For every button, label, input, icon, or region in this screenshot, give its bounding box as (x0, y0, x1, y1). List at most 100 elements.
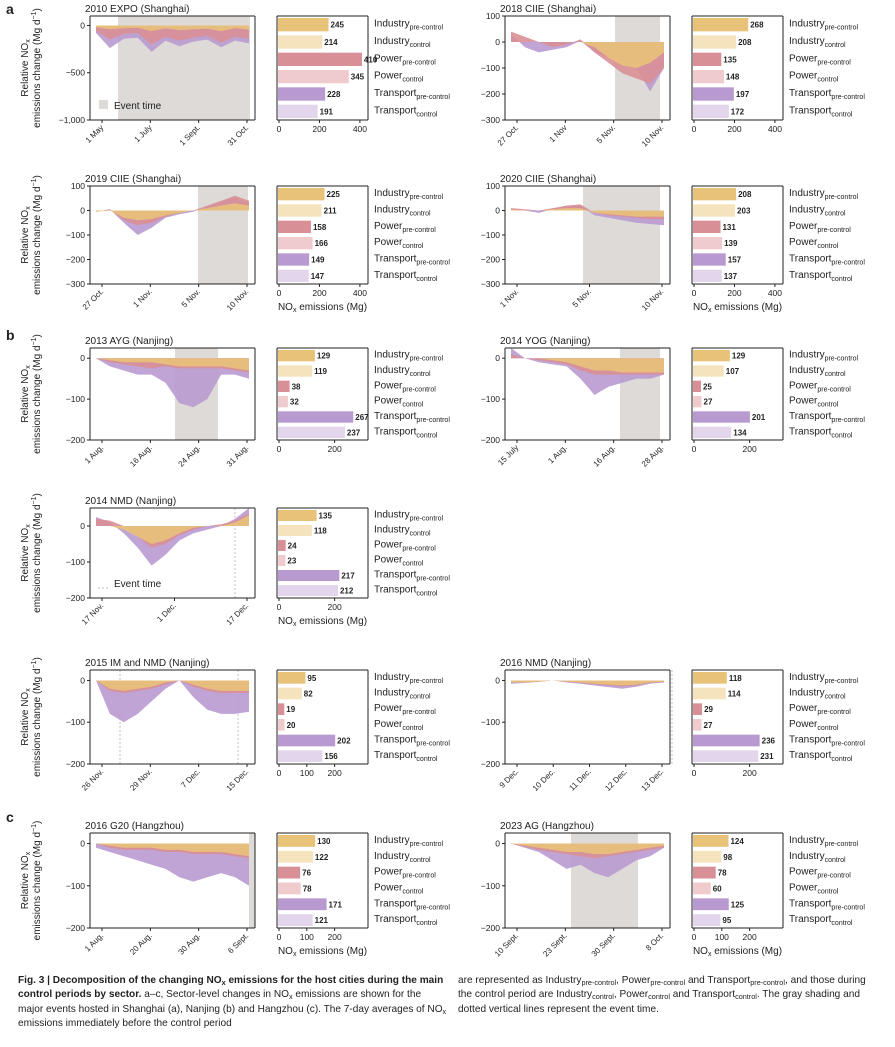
bar-x-tick-label: 400 (353, 124, 367, 134)
sector-label-industry-pre: Industrypre-control (374, 672, 443, 685)
sector-label-industry-ctl: Industrycontrol (374, 688, 431, 701)
y-axis-label-line2: emissions change (Mg d−1) (31, 175, 43, 295)
bar-value-label: 121 (315, 916, 329, 925)
y-tick-label: −100 (66, 557, 85, 567)
section-label-b: b (6, 327, 15, 343)
bar-value-label: 157 (728, 256, 742, 265)
y-axis-label: Relative NOx (20, 39, 32, 97)
y-tick-label: 0 (80, 20, 85, 30)
area-power (96, 25, 249, 45)
bar-value-label: 345 (351, 73, 365, 82)
y-tick-label: −100 (481, 881, 500, 891)
sector-label-industry-pre: Industrypre-control (374, 188, 443, 201)
x-tick-label: 10 Nov. (225, 287, 250, 312)
y-axis-label: Relative NOx (20, 851, 32, 909)
bar-value-label: 118 (314, 527, 327, 536)
bar-transport-ctl (278, 269, 309, 282)
x-tick-label: 27 Oct. (496, 123, 521, 148)
bar-value-label: 237 (347, 428, 361, 437)
x-tick-label: 9 Dec. (498, 767, 521, 790)
bar-transport-ctl (693, 750, 759, 762)
sector-label-transport-pre: Transportpre-control (789, 254, 865, 267)
sector-label-industry-ctl: Industrycontrol (789, 36, 846, 49)
y-tick-label: −100 (66, 230, 85, 240)
x-tick-label: 1 May (84, 123, 106, 145)
y-tick-label: 0 (495, 206, 500, 216)
x-tick-label: 5 Nov. (595, 123, 617, 145)
bar-power-pre (278, 540, 286, 551)
area-industry (96, 680, 249, 691)
x-tick-label: 15 Dec. (225, 767, 251, 793)
bar-value-label: 118 (729, 674, 742, 683)
bar-industry-ctl (278, 35, 323, 49)
bar-value-label: 147 (311, 272, 325, 281)
figure-caption: Fig. 3 | Decomposition of the changing N… (18, 974, 883, 1044)
sector-label-transport-pre: Transportpre-control (789, 411, 865, 424)
bar-value-label: 78 (718, 869, 727, 878)
sector-label-power-ctl: Powercontrol (374, 396, 424, 409)
bar-power-pre (693, 220, 721, 233)
bar-power-pre (693, 380, 701, 392)
area-industry (511, 208, 664, 217)
x-tick-label: 31 Aug. (225, 443, 251, 469)
area-transport (96, 843, 249, 886)
sector-label-transport-pre: Transportpre-control (789, 735, 865, 748)
bar-power-pre (278, 703, 285, 715)
sector-label-industry-ctl: Industrycontrol (789, 365, 846, 378)
bar-industry-pre (693, 350, 730, 362)
bar-industry-ctl (278, 850, 313, 863)
bar-x-tick-label: 0 (692, 444, 697, 454)
x-tick-label: 10 Dec. (531, 767, 557, 793)
y-axis-label-line2: emissions change (Mg d−1) (31, 8, 43, 128)
bar-x-tick-label: 200 (312, 288, 326, 298)
bar-value-label: 119 (314, 367, 327, 376)
bar-x-tick-label: 200 (328, 602, 342, 612)
bar-transport-pre (278, 734, 336, 747)
bar-value-label: 19 (286, 705, 295, 714)
bar-x-tick-label: 200 (312, 124, 326, 134)
chart-title: 2019 CIIE (Shanghai) (85, 174, 181, 185)
bar-value-label: 107 (726, 367, 740, 376)
x-tick-label: 1 Aug. (83, 443, 105, 465)
bar-value-label: 27 (704, 721, 713, 730)
sector-label-industry-ctl: Industrycontrol (374, 205, 431, 218)
sector-label-power-pre: Powerpre-control (374, 221, 436, 234)
sector-label-power-pre: Powerpre-control (789, 703, 851, 716)
y-tick-label: −200 (66, 923, 85, 933)
sector-label-industry-pre: Industrypre-control (374, 510, 443, 523)
sector-label-transport-pre: Transportpre-control (374, 254, 450, 267)
caption-right-column: are represented as Industrypre-control, … (458, 975, 866, 1015)
sector-label-industry-ctl: Industrycontrol (374, 525, 431, 538)
x-tick-label: 20 Aug. (128, 931, 154, 957)
x-tick-label: 5 Nov. (571, 287, 593, 309)
x-tick-label: 13 Dec. (640, 767, 666, 793)
y-tick-label: 0 (495, 675, 500, 685)
chart-title: 2016 G20 (Hangzhou) (85, 821, 184, 832)
y-tick-label: −300 (481, 115, 500, 125)
x-tick-label: 1 Nov. (131, 287, 153, 309)
y-axis-label-line2: emissions change (Mg d−1) (31, 493, 43, 613)
x-tick-label: 10 Nov. (640, 123, 665, 148)
sector-label-transport-pre: Transportpre-control (374, 88, 450, 101)
bar-industry-pre (693, 835, 729, 847)
sector-label-industry-ctl: Industrycontrol (374, 36, 431, 49)
x-tick-label: 10 Sept. (493, 931, 520, 958)
bar-transport-ctl (693, 269, 722, 282)
bar-power-ctl (278, 882, 301, 895)
bar-x-tick-label: 200 (328, 444, 342, 454)
sector-label-industry-pre: Industrypre-control (789, 835, 858, 848)
x-tick-label: 16 Aug. (592, 443, 618, 469)
bar-industry-pre (278, 350, 315, 362)
bar-power-ctl (693, 719, 702, 731)
area-industry (96, 843, 249, 857)
y-tick-label: −1,000 (59, 115, 86, 125)
section-label-a: a (6, 1, 14, 17)
bar-industry-ctl (693, 204, 736, 217)
sector-label-industry-pre: Industrypre-control (374, 350, 443, 363)
y-tick-label: 100 (486, 181, 500, 191)
